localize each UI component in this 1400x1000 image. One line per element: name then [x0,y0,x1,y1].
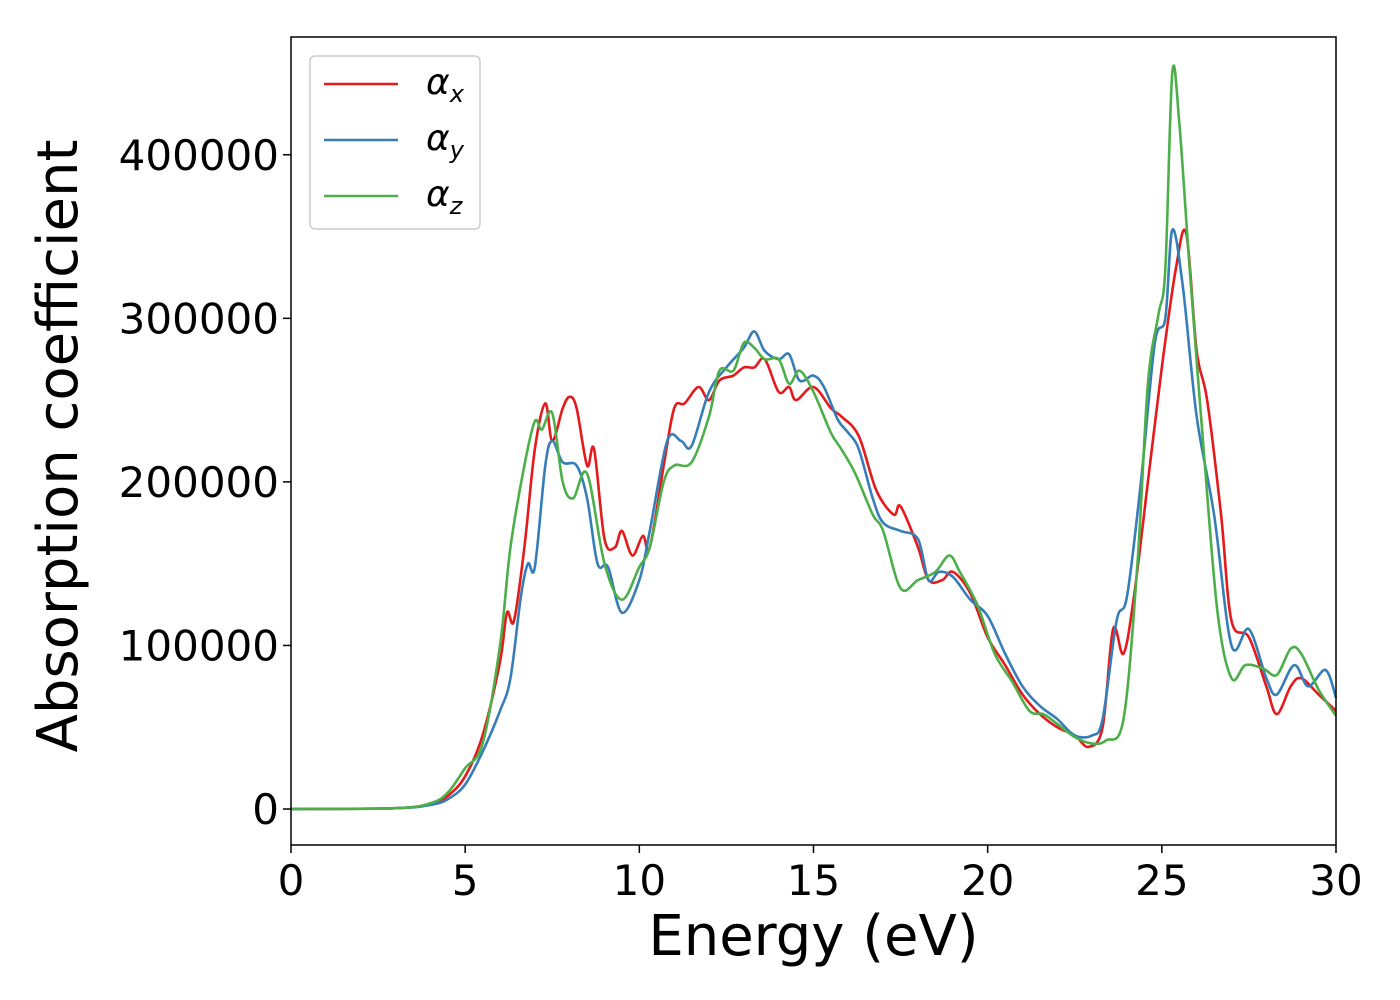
y-tick-label: 400000 [119,131,279,180]
x-tick-label: 0 [278,856,305,905]
series-line-x [290,228,1337,811]
legend-label-z: αz [426,174,464,220]
x-tick-label: 30 [1309,856,1362,905]
legend-label-y: αy [426,118,465,164]
x-tick-label: 25 [1135,856,1188,905]
legend: αx αy αz [309,55,481,230]
x-tick-label: 10 [613,856,666,905]
y-tick-label: 200000 [119,458,279,507]
y-tick-label: 300000 [119,294,279,343]
x-tick-label: 5 [452,856,479,905]
series-line-z [290,64,1338,811]
x-axis-title: Energy (eV) [648,904,978,969]
axis-ticks: 0 5 10 15 20 25 30 0 100000 200000 300000 400000 [119,131,1363,905]
legend-label-x: αx [426,62,465,108]
series-line-y [290,228,1338,811]
series-lines [290,64,1338,811]
y-axis-title: Absorption coefficient [26,140,91,753]
x-tick-label: 15 [787,856,840,905]
legend-frame [309,55,481,230]
y-tick-label: 0 [252,785,279,834]
y-tick-label: 100000 [119,621,279,670]
x-tick-label: 20 [961,856,1014,905]
